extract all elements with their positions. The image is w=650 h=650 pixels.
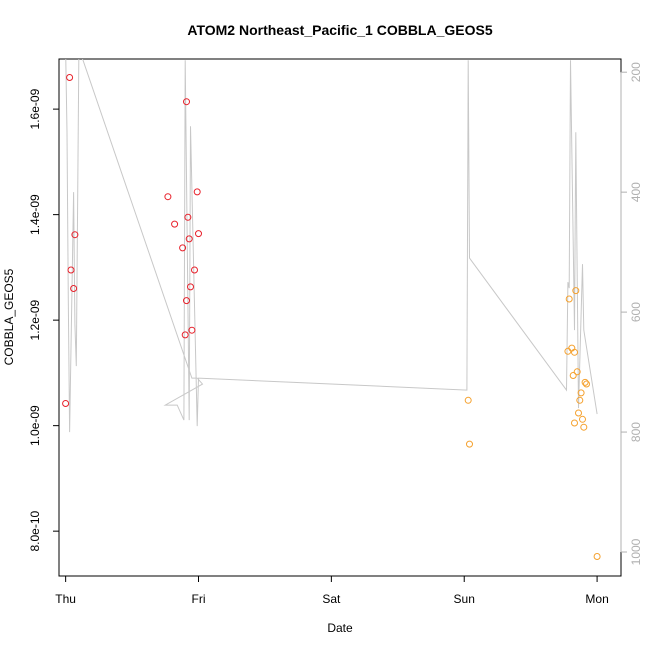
right-tick-label: 400: [629, 182, 643, 202]
x-axis-label: Date: [327, 621, 353, 635]
data-point-red: [179, 244, 187, 252]
data-point-red: [195, 230, 202, 238]
chart-title: ATOM2 Northeast_Pacific_1 COBBLA_GEOS5: [187, 22, 492, 38]
y-tick-label: 1.4e-09: [28, 194, 42, 235]
y-tick-label: 1.0e-09: [28, 405, 42, 446]
data-point-orange: [569, 372, 577, 379]
data-point-red: [184, 213, 192, 221]
points-layer: [62, 74, 601, 560]
right-tick-label: 800: [629, 422, 643, 442]
x-tick-label: Thu: [55, 592, 76, 606]
data-point-orange: [576, 396, 584, 404]
data-point-orange: [571, 348, 578, 356]
x-axis: Thu Fri Sat Sun Mon: [55, 575, 609, 606]
data-point-red: [66, 74, 74, 81]
data-point-orange: [583, 380, 590, 388]
data-point-red: [62, 400, 70, 407]
data-point-red: [191, 266, 198, 274]
x-tick-label: Sun: [454, 592, 475, 606]
y-tick-label: 1.6e-09: [28, 88, 42, 129]
y-axis-label: COBBLA_GEOS5: [2, 268, 16, 365]
data-point-red: [70, 285, 78, 292]
y-tick-label: 8.0e-10: [28, 510, 42, 551]
y-tick-label: 1.2e-09: [28, 299, 42, 340]
plot-frame: [58, 58, 622, 577]
x-tick-label: Sat: [322, 592, 341, 606]
right-tick-label: 1000: [629, 538, 643, 565]
data-point-red: [71, 231, 79, 239]
data-point-orange: [464, 396, 472, 404]
data-point-orange: [572, 287, 580, 295]
x-tick-label: Fri: [192, 592, 206, 606]
right-axis: 200 400 600 800 1000: [620, 62, 643, 565]
data-point-red: [164, 193, 172, 201]
data-point-orange: [573, 368, 581, 376]
secondary-line: [65, 59, 598, 433]
right-tick-label: 600: [629, 302, 643, 322]
data-point-red: [188, 326, 196, 334]
right-tick-label: 200: [629, 62, 643, 82]
data-point-red: [67, 266, 75, 274]
data-point-red: [183, 98, 190, 106]
secondary-line-layer: [65, 59, 598, 433]
data-point-orange: [564, 347, 572, 355]
data-point-red: [181, 331, 189, 339]
data-point-red: [187, 283, 194, 291]
data-point-orange: [466, 440, 473, 448]
data-point-red: [183, 297, 190, 305]
data-point-orange: [571, 419, 578, 427]
x-tick-label: Mon: [585, 592, 608, 606]
data-point-orange: [581, 378, 589, 386]
data-point-orange: [580, 423, 588, 431]
data-point-red: [185, 235, 193, 243]
data-point-red: [193, 188, 201, 196]
data-point-orange: [579, 415, 586, 423]
data-point-red: [171, 220, 179, 228]
data-point-orange: [577, 389, 585, 397]
data-point-orange: [565, 295, 573, 303]
y-axis: 8.0e-10 1.0e-09 1.2e-09 1.4e-09 1.6e-09: [28, 88, 60, 552]
data-point-orange: [593, 553, 601, 560]
data-point-orange: [575, 409, 582, 417]
